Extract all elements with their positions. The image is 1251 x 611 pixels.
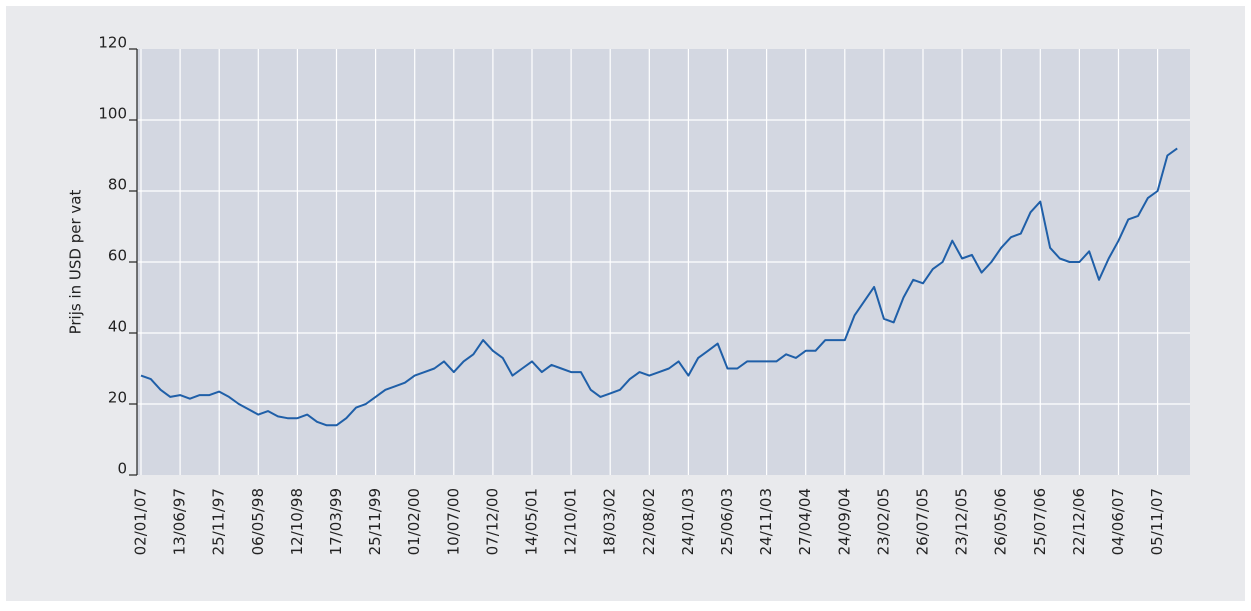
x-tick-label: 06/05/98 xyxy=(249,488,267,555)
x-tick-label: 24/01/03 xyxy=(679,488,697,555)
x-tick-label: 12/10/01 xyxy=(562,488,580,555)
x-tick-label: 18/03/02 xyxy=(601,488,619,555)
x-tick-label: 10/07/00 xyxy=(444,488,462,555)
x-tick-label: 22/12/06 xyxy=(1070,488,1088,555)
x-tick-label: 22/08/02 xyxy=(640,488,658,555)
x-tick-label: 26/05/06 xyxy=(992,488,1010,555)
x-tick-label: 05/11/07 xyxy=(1148,488,1166,555)
x-tick-label: 04/06/07 xyxy=(1109,488,1127,555)
x-tick-label: 13/06/97 xyxy=(171,488,189,555)
y-tick-label: 120 xyxy=(98,34,127,52)
x-tick-label: 02/01/07 xyxy=(132,488,150,555)
x-tick-label: 26/07/05 xyxy=(914,488,932,555)
y-tick-label: 20 xyxy=(108,389,127,407)
y-tick-label: 100 xyxy=(98,105,127,123)
x-tick-label: 25/11/97 xyxy=(210,488,228,555)
x-tick-label: 17/03/99 xyxy=(327,488,345,555)
x-tick-label: 27/04/04 xyxy=(796,488,814,555)
y-tick-label: 80 xyxy=(108,176,127,194)
x-tick-label: 07/12/00 xyxy=(483,488,501,555)
x-tick-label: 01/02/00 xyxy=(405,488,423,555)
x-tick-label: 24/11/03 xyxy=(757,488,775,555)
price-line xyxy=(140,147,1178,427)
y-tick-label: 40 xyxy=(108,318,127,336)
x-tick-label: 14/05/01 xyxy=(523,488,541,555)
x-tick-label: 25/11/99 xyxy=(366,488,384,555)
y-tick-label: 0 xyxy=(117,460,127,478)
y-tick-label: 60 xyxy=(108,247,127,265)
x-tick-label: 25/06/03 xyxy=(718,488,736,555)
x-tick-label: 24/09/04 xyxy=(835,488,853,555)
x-tick-label: 25/07/06 xyxy=(1031,488,1049,555)
x-tick-label: 23/02/05 xyxy=(874,488,892,555)
x-tick-label: 12/10/98 xyxy=(288,488,306,555)
x-tick-label: 23/12/05 xyxy=(953,488,971,555)
y-axis-label: Prijs in USD per vat xyxy=(67,190,85,335)
